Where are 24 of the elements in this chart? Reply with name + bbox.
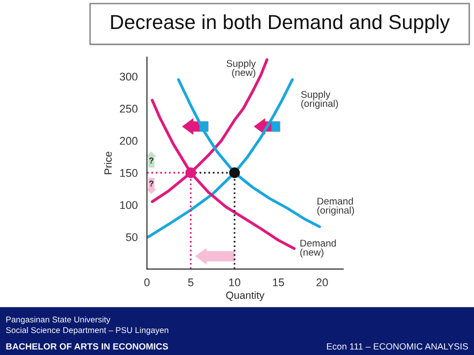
series-label: Supply (new) (226, 60, 256, 78)
series-label: Demand (new) (300, 239, 336, 258)
y-tick-label: 200 (120, 136, 138, 145)
annotation: ? (149, 180, 154, 186)
x-tick-label: 15 (273, 278, 284, 286)
chart-title: Decrease in both Demand and Supply (111, 14, 450, 34)
y-tick-label: 250 (120, 104, 138, 113)
x-tick-label: 0 (144, 278, 150, 286)
y-tick-label: 300 (120, 72, 138, 81)
x-tick-label: 10 (229, 278, 240, 286)
text: Social Science Department – PSU Lingayen (6, 326, 168, 335)
text: BACHELOR OF ARTS IN ECONOMICS (6, 343, 168, 350)
x-tick-label: 5 (188, 278, 194, 286)
x-tick-label: 20 (316, 278, 328, 286)
text: Econ 111 – ECONOMIC ANALYSIS (327, 343, 468, 350)
y-tick-label: 100 (120, 201, 138, 210)
x-axis-title: Quantity (226, 291, 264, 301)
y-tick-label: 50 (126, 233, 138, 242)
y-axis-title: Price (104, 152, 112, 174)
text: Pangasinan State University (6, 316, 110, 324)
annotation: ? (149, 158, 154, 164)
series-label: Demand (original) (317, 197, 354, 216)
y-tick-label: 150 (120, 169, 138, 177)
series-label: Supply (original) (301, 90, 338, 109)
